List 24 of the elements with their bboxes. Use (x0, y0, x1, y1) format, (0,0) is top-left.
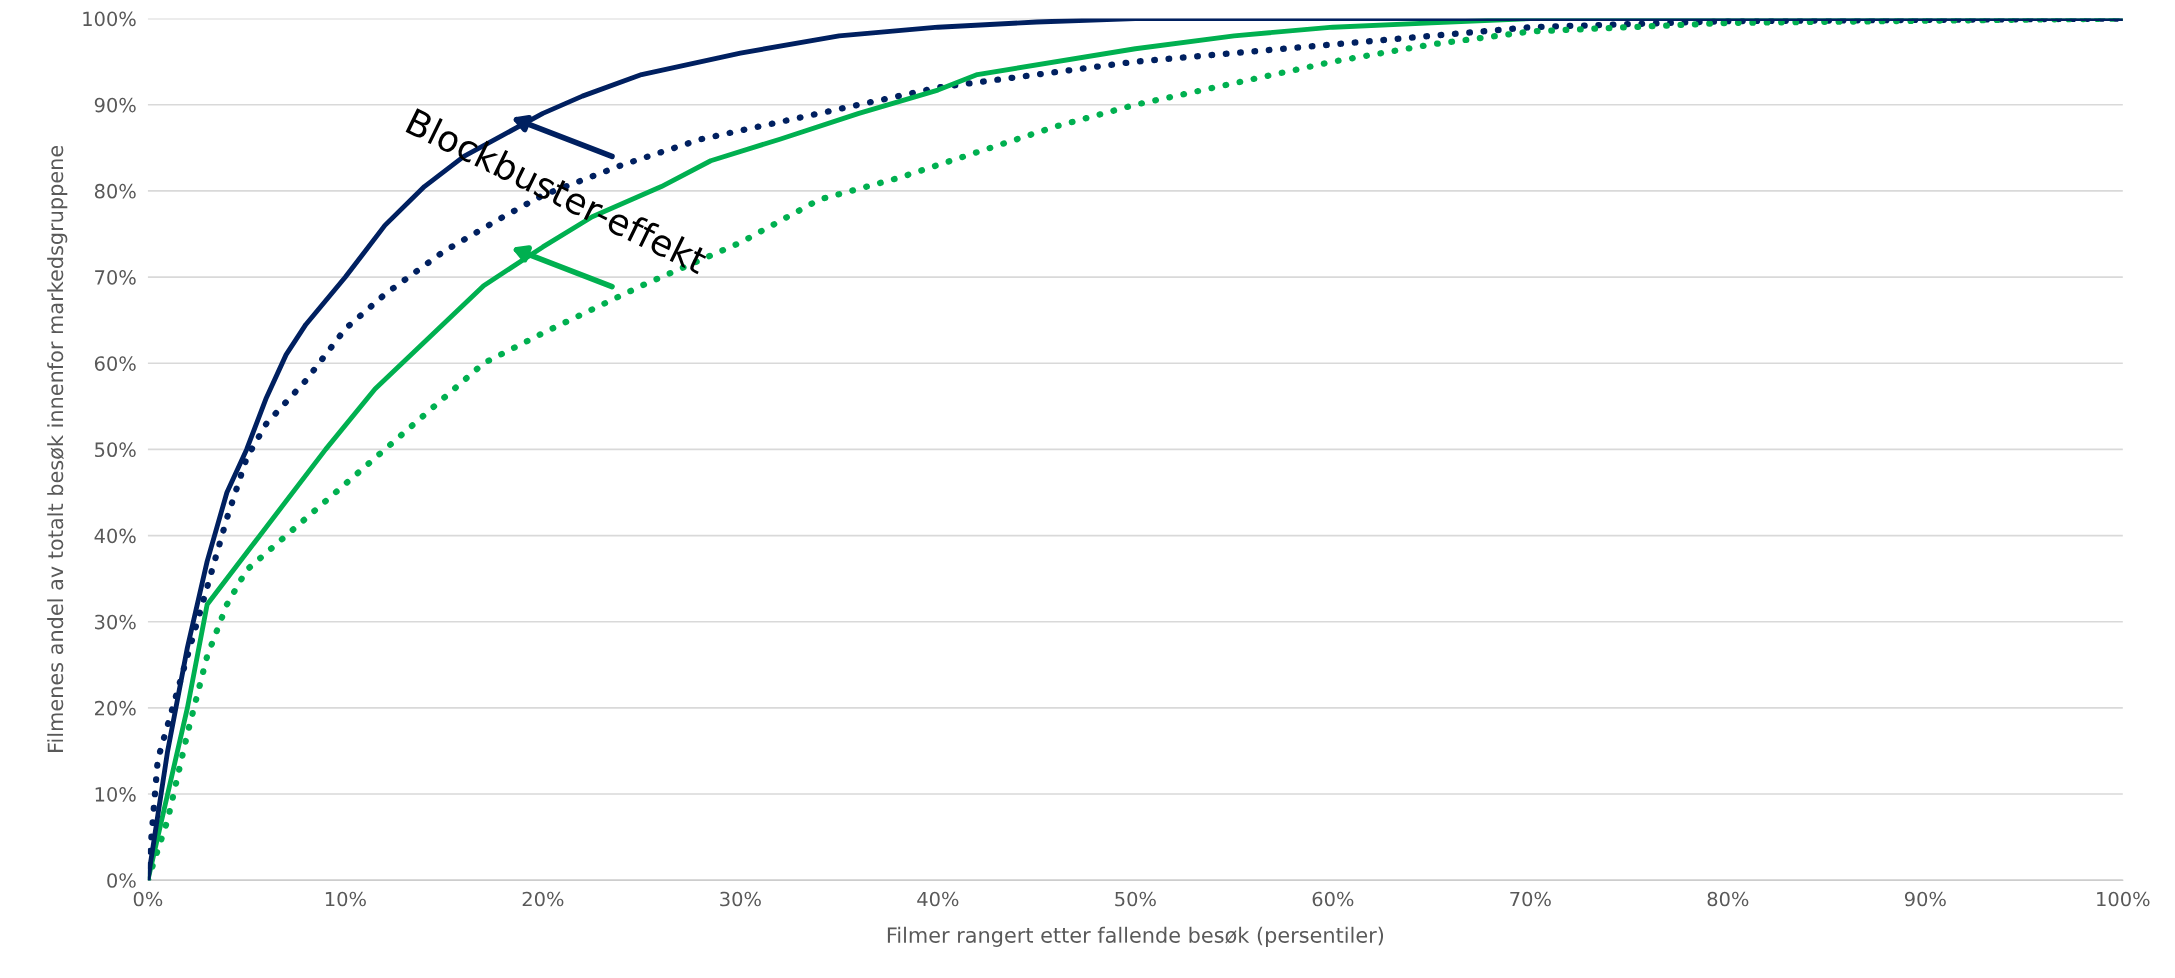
y-tick-label: 80% (94, 183, 136, 199)
y-tick-label: 100% (83, 11, 136, 27)
y-tick-label: 90% (94, 97, 136, 113)
x-tick-label: 100% (2097, 891, 2150, 907)
x-tick-label: 90% (1904, 891, 1946, 907)
x-tick-label: 50% (1115, 891, 1156, 907)
y-tick-label: 20% (95, 700, 136, 716)
x-tick-label: 20% (522, 891, 564, 907)
x-tick-label: 30% (720, 891, 761, 907)
y-tick-label: 0% (107, 873, 136, 888)
x-tick-label: 0% (133, 891, 163, 907)
y-tick-label: 50% (95, 442, 136, 458)
x-tick-label: 80% (1707, 891, 1749, 907)
x-axis-title: Filmer rangert etter fallende besøk (persentiler) (887, 926, 1384, 947)
y-tick-label: 10% (95, 786, 136, 802)
y-tick-label: 60% (94, 356, 136, 371)
y-tick-label: 30% (95, 614, 136, 630)
y-axis-title: Filmenes andel av totalt besøk innenfor markedsgruppene (47, 145, 68, 752)
x-tick-label: 70% (1510, 891, 1551, 907)
x-tick-label: 60% (1312, 891, 1354, 907)
y-tick-label: 70% (95, 270, 136, 285)
y-tick-label: 40% (94, 528, 136, 544)
x-tick-label: 10% (325, 891, 366, 907)
x-tick-label: 40% (917, 891, 959, 907)
